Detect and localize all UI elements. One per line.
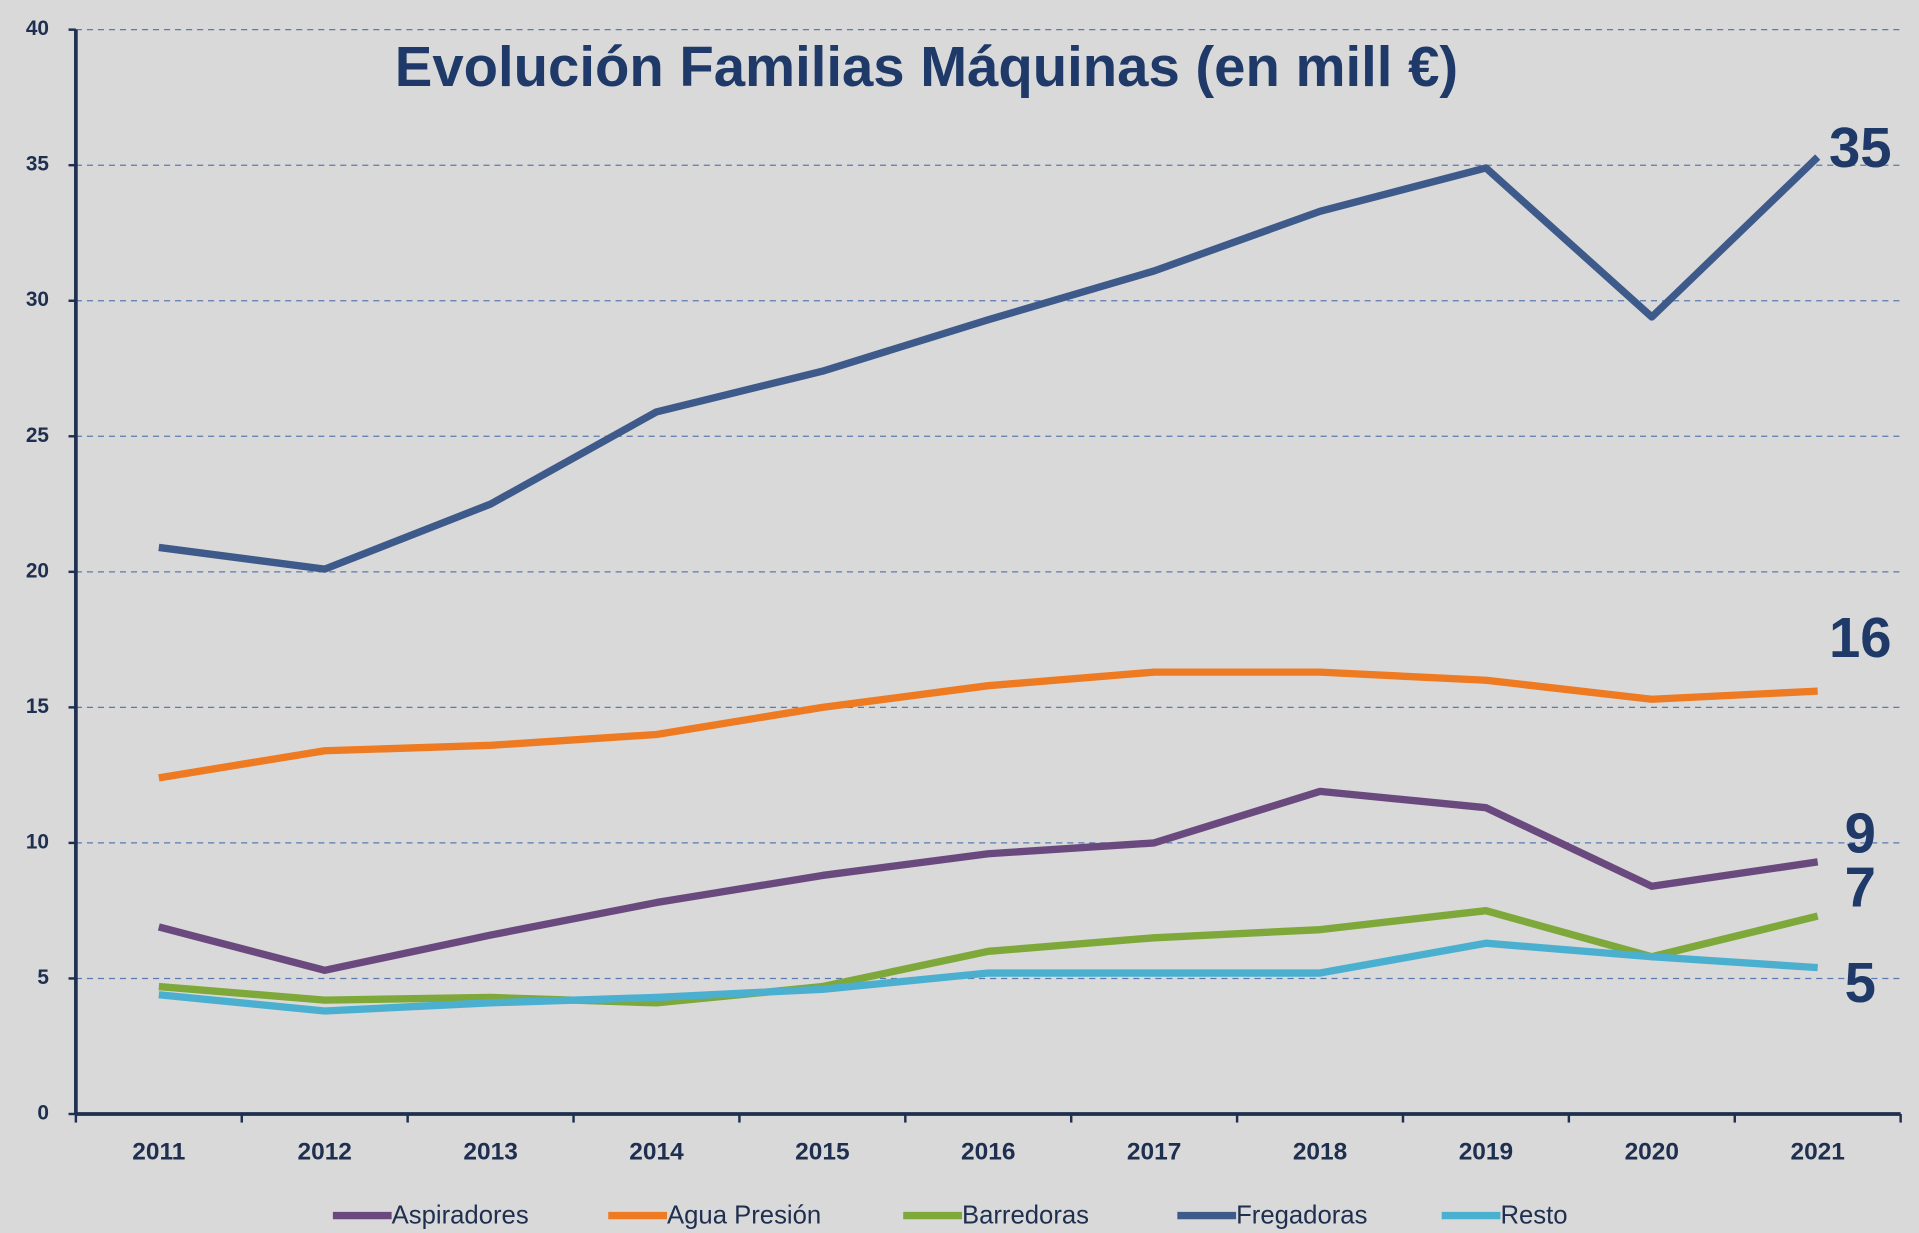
end-label: 7 bbox=[1845, 856, 1876, 919]
series-line bbox=[158, 668, 1818, 782]
y-tick-label: 35 bbox=[26, 153, 49, 176]
y-tick-label: 20 bbox=[26, 559, 49, 582]
legend-label: Resto bbox=[1500, 1202, 1567, 1230]
x-tick-label: 2019 bbox=[1459, 1139, 1513, 1166]
series-line bbox=[158, 939, 1818, 1015]
series-line bbox=[158, 907, 1819, 1007]
legend-label: Agua Presión bbox=[667, 1202, 821, 1230]
x-tick-label: 2017 bbox=[1127, 1139, 1181, 1166]
x-tick-label: 2011 bbox=[132, 1139, 185, 1166]
x-tick-label: 2016 bbox=[961, 1139, 1015, 1166]
chart-title: Evolución Familias Máquinas (en mill €) bbox=[395, 35, 1458, 98]
legend-label: Barredoras bbox=[962, 1202, 1089, 1230]
x-tick-label: 2020 bbox=[1625, 1139, 1679, 1166]
y-tick-label: 10 bbox=[26, 830, 49, 853]
x-tick-label: 2014 bbox=[629, 1139, 684, 1166]
y-tick-label: 5 bbox=[37, 966, 49, 989]
series-line bbox=[157, 787, 1819, 974]
x-tick-label: 2021 bbox=[1790, 1139, 1844, 1166]
end-label: 35 bbox=[1829, 116, 1892, 179]
legend-label: Fregadoras bbox=[1236, 1202, 1367, 1230]
end-label: 5 bbox=[1845, 951, 1876, 1014]
end-label: 16 bbox=[1829, 606, 1892, 669]
y-tick-label: 0 bbox=[37, 1101, 49, 1124]
series-line bbox=[158, 154, 1821, 573]
end-label: 9 bbox=[1845, 801, 1876, 864]
x-tick-label: 2013 bbox=[463, 1139, 517, 1166]
legend-label: Aspiradores bbox=[392, 1202, 529, 1230]
y-tick-label: 15 bbox=[26, 695, 49, 718]
x-tick-label: 2012 bbox=[297, 1139, 351, 1166]
x-tick-label: 2015 bbox=[795, 1139, 849, 1166]
y-tick-label: 40 bbox=[26, 17, 49, 40]
y-tick-label: 30 bbox=[26, 288, 49, 311]
x-tick-label: 2018 bbox=[1293, 1139, 1347, 1166]
y-tick-label: 25 bbox=[26, 424, 49, 447]
